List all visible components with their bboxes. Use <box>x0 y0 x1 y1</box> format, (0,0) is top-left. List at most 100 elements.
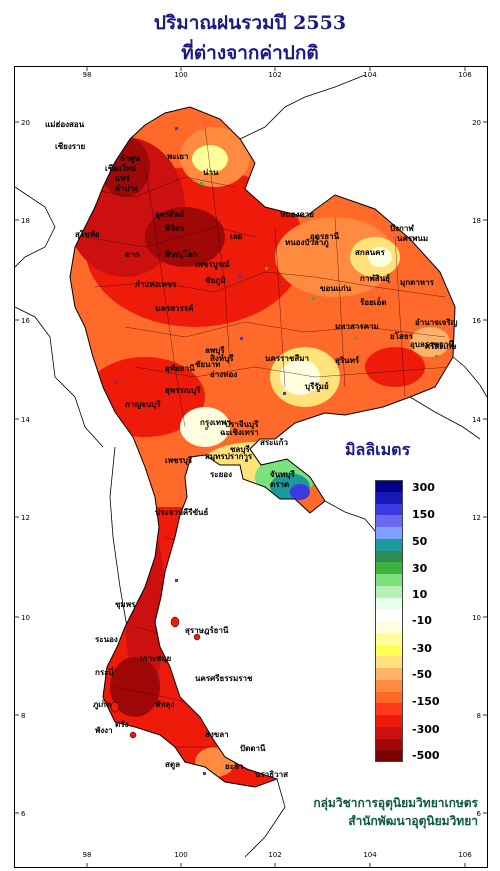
coastline <box>69 106 456 788</box>
place-label: ชัยภูมิ <box>205 276 226 286</box>
legend-swatch <box>375 550 403 563</box>
place-label: มหาสารคาม <box>335 322 379 331</box>
place-label: ตรัง <box>115 720 128 729</box>
legend-value-label: -300 <box>412 723 440 736</box>
credit-line-2: สำนักพัฒนาอุตุนิยมวิทยา <box>348 814 478 828</box>
place-label: บุรีรัมย์ <box>305 381 329 392</box>
place-label: อุตรดิตถ์ <box>155 209 185 220</box>
place-label: ฉะเชิงเทรา <box>220 428 259 437</box>
y-tick-label: 10 <box>472 614 481 622</box>
place-label: พะเยา <box>167 152 188 161</box>
place-label: สมุทรปราการ <box>205 452 253 462</box>
legend-swatch <box>375 621 403 633</box>
place-label: สกลนคร <box>355 248 385 257</box>
station-markers <box>115 127 438 775</box>
place-label: พังงา <box>95 726 113 735</box>
y-tick-label: 20 <box>21 119 30 127</box>
legend-unit-label: มิลลิเมตร <box>345 440 411 459</box>
place-label: อุทัยธานี <box>165 363 195 374</box>
place-label: สุรินทร์ <box>335 355 360 366</box>
legend-value-label: 30 <box>412 562 428 575</box>
x-tick-label: 104 <box>363 71 377 79</box>
place-label: เชียงใหม่ <box>105 163 136 173</box>
legend-swatch <box>375 715 403 727</box>
y-tick-label: 8 <box>477 712 481 720</box>
legend-swatch <box>375 538 403 551</box>
legend-swatch <box>375 574 403 586</box>
place-label: หนองบัวลำภู <box>285 238 329 248</box>
place-label: อุดรธานี <box>310 231 340 242</box>
place-label: ประจวบคีรีขันธ์ <box>155 507 209 517</box>
place-label: ลำปาง <box>115 184 138 193</box>
place-label: ขอนแก่น <box>320 284 352 293</box>
legend-swatch <box>375 738 403 751</box>
y-tick-label: 6 <box>477 810 482 818</box>
legend-value-label: 300 <box>412 481 435 494</box>
x-tick-label: 104 <box>363 851 377 859</box>
place-label: แม่ฮ่องสอน <box>45 120 85 129</box>
place-label: ปราจีนบุรี <box>225 419 259 430</box>
credit-line-1: กลุ่มวิชาการอุตุนิยมวิทยาเกษตร <box>313 796 478 810</box>
legend-value-label: -50 <box>412 668 432 681</box>
place-label: กระบี่ <box>95 666 114 677</box>
legend-swatch <box>375 503 403 516</box>
x-tick-label: 106 <box>458 851 472 859</box>
x-tick-label: 100 <box>174 851 187 859</box>
legend-swatch <box>375 527 403 539</box>
place-label: กรุงเทพฯ <box>200 418 231 428</box>
legend-swatch <box>375 480 403 492</box>
x-tick-label: 106 <box>458 71 472 79</box>
place-label: ชลบุรี <box>230 444 250 455</box>
place-label: พิษณุโลก <box>165 249 197 260</box>
legend-value-label: 10 <box>412 588 428 601</box>
y-tick-label: 18 <box>21 217 30 225</box>
y-axis-right: 20 18 16 14 12 10 8 6 <box>472 119 487 818</box>
place-label: กาฬสินธุ์ <box>360 273 390 284</box>
y-tick-label: 20 <box>472 119 481 127</box>
province-borders <box>74 126 451 768</box>
legend-value-label: 50 <box>412 535 428 548</box>
map-frame: 98 100 102 104 106 98 100 102 104 106 20 18 16 14 12… <box>14 66 488 868</box>
place-label: นครพนม <box>397 234 428 243</box>
neighbor-borders <box>14 74 488 858</box>
x-axis-top: 98 100 102 104 106 <box>83 67 472 79</box>
legend-swatch <box>375 632 403 645</box>
place-label: มุกดาหาร <box>400 278 435 288</box>
y-tick-label: 10 <box>21 614 30 622</box>
x-tick-label: 98 <box>83 71 92 79</box>
place-label: บึงกาฬ <box>390 223 414 233</box>
x-tick-label: 98 <box>83 851 92 859</box>
place-label: ชุมพร <box>115 600 136 610</box>
x-tick-label: 102 <box>268 71 281 79</box>
place-label: จันทบุรี <box>270 469 296 480</box>
y-tick-label: 18 <box>472 217 481 225</box>
place-label: ศรีสะเกษ <box>425 341 457 351</box>
legend-value-label: -10 <box>412 614 432 627</box>
place-label: สุโขทัย <box>75 229 100 240</box>
place-label: อำนาจเจริญ <box>415 318 458 328</box>
legend-swatch <box>375 562 403 574</box>
place-label: กำแพงเพชร <box>135 280 177 289</box>
y-tick-label: 14 <box>472 416 481 424</box>
legend-swatch <box>375 656 403 668</box>
place-label: กาญจนบุรี <box>125 399 161 410</box>
place-label: สตูล <box>165 760 180 770</box>
place-label: ลพบุรี <box>205 345 225 356</box>
legend-swatch <box>375 726 403 739</box>
x-tick-label: 100 <box>174 71 187 79</box>
place-label: เพชรบุรี <box>165 455 193 466</box>
place-label: ร้อยเอ็ด <box>360 296 387 307</box>
legend-value-label: -150 <box>412 695 440 708</box>
place-label: เชียงราย <box>55 141 86 151</box>
place-label: สิงห์บุรี <box>210 353 234 364</box>
legend-swatch <box>375 703 403 715</box>
place-label: อุบลราชธานี <box>410 339 454 350</box>
place-label: นครราชสีมา <box>265 353 309 363</box>
legend-colorbar <box>375 480 403 762</box>
place-label: นครศรีธรรมราช <box>195 673 253 683</box>
legend-swatch <box>375 644 403 657</box>
place-label: แพร่ <box>115 174 130 183</box>
y-tick-label: 12 <box>21 514 30 522</box>
map-title: ปริมาณฝนรวมปี 2553 <box>153 12 347 34</box>
place-label: ปัตตานี <box>240 743 266 753</box>
